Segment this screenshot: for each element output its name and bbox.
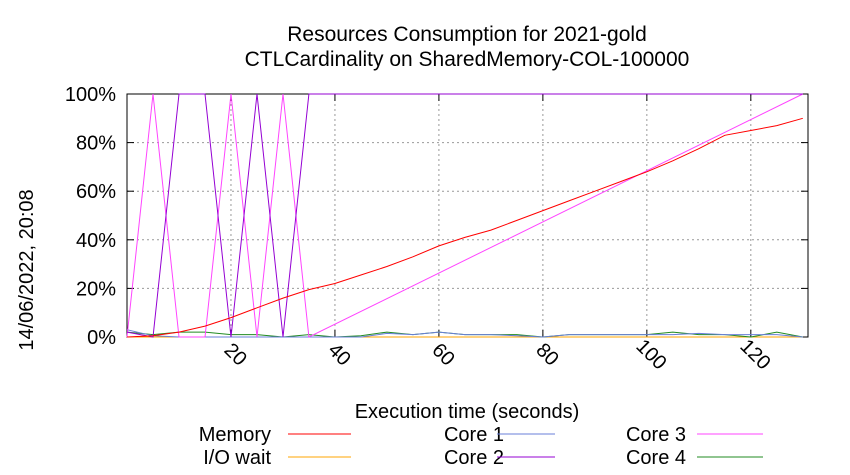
- series-line-memory: [126, 117, 803, 338]
- x-tick-label: 20: [220, 339, 251, 370]
- chart-title: Resources Consumption for 2021-gold: [287, 23, 647, 46]
- series-line-core-3: [126, 93, 804, 338]
- y-tick-label: 80%: [76, 133, 116, 155]
- legend-label-core-2: Core 2: [444, 447, 504, 469]
- chart-subtitle: CTLCardinality on SharedMemory-COL-10000…: [245, 48, 690, 71]
- timestamp-label: 14/06/2022, 20:08: [16, 189, 38, 350]
- y-tick-label: 0%: [87, 327, 116, 349]
- y-tick-label: 100%: [65, 84, 116, 106]
- legend-label-core-1: Core 1: [444, 424, 504, 446]
- legend-label-memory: Memory: [199, 424, 271, 446]
- y-axis: 0% 20% 40% 60% 80% 100%: [65, 84, 808, 349]
- x-tick-label: 120: [735, 335, 774, 374]
- legend-label-i-o-wait: I/O wait: [203, 447, 271, 469]
- x-tick-label: 40: [324, 339, 355, 370]
- y-tick-label: 60%: [76, 181, 116, 203]
- legend-label-core-3: Core 3: [626, 424, 686, 446]
- grid: [127, 94, 808, 337]
- x-axis-label: Execution time (seconds): [355, 401, 580, 423]
- legend-label-core-4: Core 4: [626, 447, 686, 469]
- series-line-core-2: [126, 93, 803, 338]
- y-tick-label: 20%: [76, 278, 116, 300]
- x-axis: 20 40 60 80 100 120: [220, 94, 775, 374]
- x-tick-label: 100: [632, 335, 671, 374]
- x-tick-label: 60: [428, 339, 459, 370]
- series-lines: [126, 93, 804, 338]
- series-line-core-1: [126, 329, 803, 338]
- plot-frame: [126, 93, 809, 338]
- y-tick-label: 40%: [76, 230, 116, 252]
- x-tick-label: 80: [531, 339, 562, 370]
